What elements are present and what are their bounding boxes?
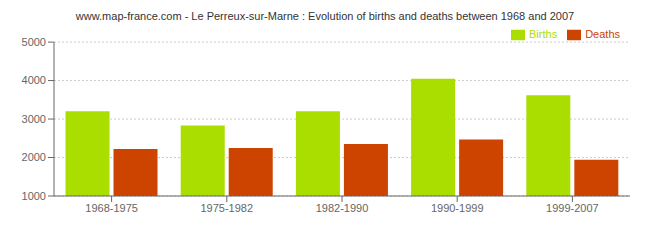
svg-text:1968-1975: 1968-1975	[85, 202, 138, 214]
svg-text:2000: 2000	[22, 151, 46, 163]
html-text:Deaths: Deaths	[585, 28, 620, 40]
html-text:www.map-france.com - Le Perreu: www.map-france.com - Le Perreux-sur-Marn…	[75, 10, 575, 22]
html-text:Births: Births	[529, 28, 558, 40]
svg-text:1975-1982: 1975-1982	[200, 202, 253, 214]
svg-text:1982-1990: 1982-1990	[316, 202, 369, 214]
svg-text:1990-1999: 1990-1999	[431, 202, 484, 214]
svg-text:1000: 1000	[22, 190, 46, 202]
svg-text:3000: 3000	[22, 113, 46, 125]
svg-text:5000: 5000	[22, 36, 46, 48]
svg-text:4000: 4000	[22, 74, 46, 86]
svg-text:1999-2007: 1999-2007	[546, 202, 599, 214]
